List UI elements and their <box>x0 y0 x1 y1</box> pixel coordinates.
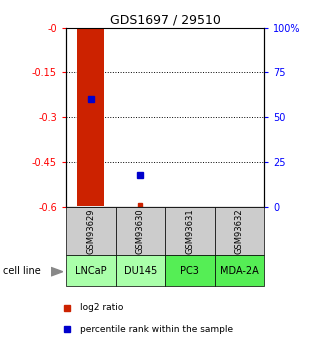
Bar <box>214 207 264 255</box>
Bar <box>66 207 115 255</box>
Text: log2 ratio: log2 ratio <box>80 303 123 312</box>
Text: GSM93631: GSM93631 <box>185 208 194 254</box>
Bar <box>77 28 104 206</box>
Text: MDA-2A: MDA-2A <box>220 266 259 276</box>
Bar <box>115 207 165 255</box>
Bar <box>165 207 214 255</box>
Bar <box>214 255 264 286</box>
Text: GSM93630: GSM93630 <box>136 208 145 254</box>
Text: GSM93632: GSM93632 <box>235 208 244 254</box>
Text: DU145: DU145 <box>124 266 157 276</box>
Title: GDS1697 / 29510: GDS1697 / 29510 <box>110 13 220 27</box>
Text: PC3: PC3 <box>180 266 199 276</box>
Text: cell line: cell line <box>3 266 41 276</box>
Bar <box>115 255 165 286</box>
Text: GSM93629: GSM93629 <box>86 208 95 254</box>
Polygon shape <box>51 267 63 276</box>
Text: percentile rank within the sample: percentile rank within the sample <box>80 325 233 334</box>
Bar <box>165 255 214 286</box>
Text: LNCaP: LNCaP <box>75 266 107 276</box>
Bar <box>66 255 115 286</box>
